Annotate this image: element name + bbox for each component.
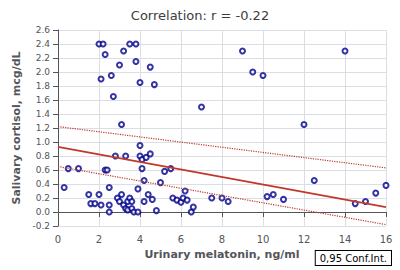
svg-text:0.2: 0.2 (36, 193, 50, 203)
svg-text:10: 10 (257, 234, 270, 245)
svg-text:Correlation: r = -0.22: Correlation: r = -0.22 (131, 8, 269, 23)
svg-text:2: 2 (96, 234, 102, 245)
svg-text:0.0: 0.0 (36, 207, 51, 217)
svg-text:1.6: 1.6 (36, 95, 51, 105)
svg-text:8: 8 (219, 234, 225, 245)
svg-text:2.2: 2.2 (36, 53, 50, 63)
svg-text:1.8: 1.8 (36, 81, 51, 91)
svg-text:4: 4 (137, 234, 143, 245)
svg-text:0: 0 (55, 234, 61, 245)
svg-text:Urinary melatonin, ng/ml: Urinary melatonin, ng/ml (144, 248, 299, 261)
svg-text:1.4: 1.4 (36, 109, 51, 119)
svg-text:0.8: 0.8 (36, 151, 51, 161)
svg-text:6: 6 (178, 234, 184, 245)
svg-text:2.4: 2.4 (36, 39, 51, 49)
svg-text:1.0: 1.0 (36, 137, 51, 147)
svg-text:-0.2: -0.2 (32, 221, 50, 231)
svg-text:0.4: 0.4 (36, 179, 51, 189)
svg-text:2.0: 2.0 (36, 67, 51, 77)
svg-text:16: 16 (380, 234, 393, 245)
svg-text:0,95 Conf.Int.: 0,95 Conf.Int. (320, 253, 387, 264)
svg-text:1.2: 1.2 (36, 123, 50, 133)
svg-text:14: 14 (339, 234, 352, 245)
svg-text:Salivary cortisol, mcg/dL: Salivary cortisol, mcg/dL (10, 51, 23, 204)
svg-text:12: 12 (298, 234, 311, 245)
svg-text:0.6: 0.6 (36, 165, 51, 175)
svg-text:2.6: 2.6 (36, 25, 51, 35)
